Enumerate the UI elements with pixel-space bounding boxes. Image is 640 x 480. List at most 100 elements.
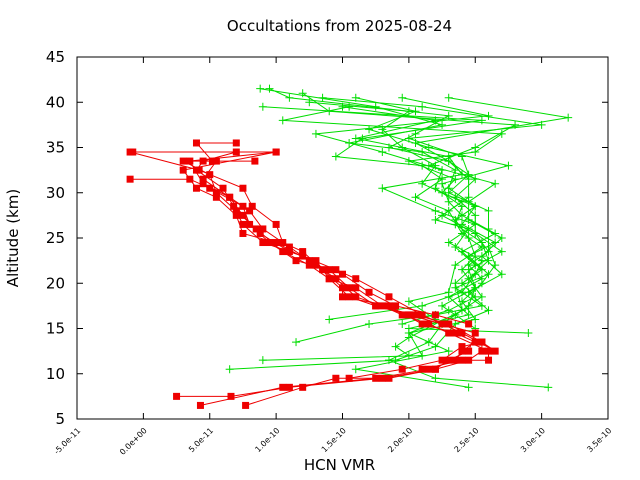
data-point [332, 266, 340, 274]
chart-title: Occultations from 2025-08-24 [227, 17, 452, 35]
data-point [226, 193, 234, 201]
data-point [445, 356, 453, 364]
data-point [477, 116, 486, 125]
data-point [279, 383, 287, 391]
data-point [438, 120, 447, 129]
data-point [418, 179, 427, 188]
data-point [504, 161, 513, 170]
data-point [352, 284, 360, 292]
data-point [298, 89, 307, 98]
data-point [438, 301, 447, 310]
data-point [497, 247, 506, 256]
data-point [405, 311, 413, 319]
data-point [339, 293, 346, 301]
data-point [471, 220, 480, 229]
data-point [404, 351, 413, 360]
data-point [471, 338, 479, 346]
data-point [445, 320, 453, 328]
data-point [272, 220, 280, 228]
data-point [431, 365, 439, 373]
data-point [465, 347, 473, 355]
data-point [444, 206, 453, 215]
data-point [471, 229, 480, 238]
data-point [365, 319, 374, 328]
data-point [352, 275, 360, 283]
data-point [285, 93, 294, 102]
data-point [411, 129, 420, 138]
data-point [339, 284, 346, 292]
data-point [444, 93, 453, 102]
data-point [378, 148, 387, 157]
data-point [352, 293, 360, 301]
data-point [544, 383, 553, 392]
data-point [398, 319, 407, 328]
data-point [378, 302, 386, 310]
data-point [239, 184, 247, 192]
y-axis-label: Altitude (km) [4, 189, 22, 287]
y-tick-label: 35 [46, 139, 65, 157]
data-point [232, 207, 240, 215]
data-point [484, 306, 493, 315]
data-point [412, 311, 420, 319]
data-point [385, 302, 393, 310]
data-point [272, 239, 280, 247]
data-point [465, 320, 473, 328]
data-point [471, 283, 480, 292]
data-point [438, 356, 446, 364]
data-point [491, 229, 500, 238]
x-axis-label: HCN VMR [304, 456, 375, 474]
data-point [339, 270, 346, 278]
data-point [431, 215, 440, 224]
data-point [425, 320, 433, 328]
data-point [365, 288, 373, 296]
data-point [351, 365, 360, 374]
data-point [299, 248, 307, 256]
data-point [252, 225, 260, 233]
data-point [471, 211, 480, 220]
profile-line [262, 106, 483, 320]
data-point [179, 157, 187, 165]
data-point [259, 239, 267, 247]
data-point [451, 356, 459, 364]
data-point [418, 102, 427, 111]
data-point [484, 247, 493, 256]
data-point [126, 175, 134, 183]
data-point [485, 356, 493, 364]
data-point [345, 374, 353, 382]
data-point [232, 211, 240, 219]
data-point [497, 270, 506, 279]
data-point [312, 257, 320, 265]
data-point [192, 166, 200, 174]
data-point [457, 265, 466, 274]
data-point [345, 293, 353, 301]
data-point [471, 329, 479, 337]
data-point [391, 342, 400, 351]
data-point [242, 401, 250, 409]
data-point [199, 175, 207, 183]
data-point [471, 315, 480, 324]
data-point [471, 252, 480, 261]
data-point [444, 288, 453, 297]
data-point [457, 170, 466, 179]
data-point [445, 329, 453, 337]
data-point [251, 157, 259, 165]
data-point [458, 347, 466, 355]
data-point [418, 320, 426, 328]
data-point [491, 179, 500, 188]
data-point [392, 302, 400, 310]
data-point [564, 113, 573, 122]
data-point [351, 93, 360, 102]
data-point [471, 261, 480, 270]
data-point [225, 365, 234, 374]
data-point [258, 102, 267, 111]
data-point [418, 161, 427, 170]
data-point [385, 374, 393, 382]
data-point [239, 229, 247, 237]
data-point [265, 239, 273, 247]
data-point [219, 184, 227, 192]
data-point [398, 311, 406, 319]
data-point [312, 261, 320, 269]
data-point [431, 206, 440, 215]
data-point [299, 383, 307, 391]
